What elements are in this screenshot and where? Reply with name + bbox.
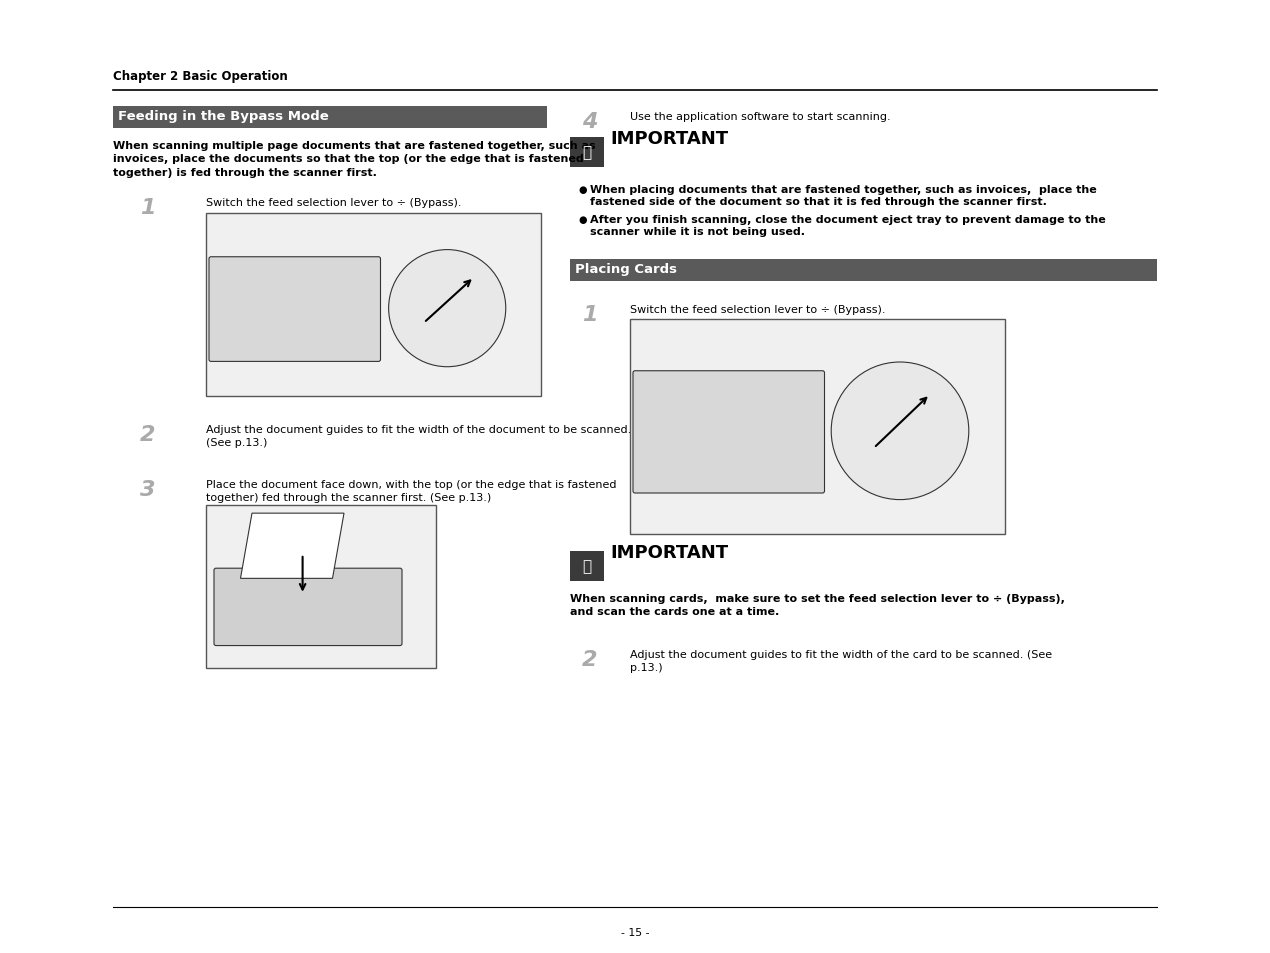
- Text: Use the application software to start scanning.: Use the application software to start sc…: [630, 112, 890, 122]
- Text: p.13.): p.13.): [630, 662, 663, 672]
- Bar: [113, 107, 547, 129]
- Text: 1: 1: [140, 198, 156, 218]
- Text: and scan the cards one at a time.: and scan the cards one at a time.: [570, 606, 780, 617]
- Text: scanner while it is not being used.: scanner while it is not being used.: [591, 227, 805, 236]
- Polygon shape: [240, 514, 344, 578]
- FancyBboxPatch shape: [210, 257, 381, 362]
- Text: When placing documents that are fastened together, such as invoices,  place the: When placing documents that are fastened…: [591, 185, 1097, 194]
- Circle shape: [389, 251, 505, 367]
- Text: Chapter 2 Basic Operation: Chapter 2 Basic Operation: [113, 70, 288, 83]
- Text: IMPORTANT: IMPORTANT: [610, 130, 728, 148]
- Circle shape: [831, 363, 969, 500]
- Text: fastened side of the document so that it is fed through the scanner first.: fastened side of the document so that it…: [591, 196, 1046, 207]
- Bar: [630, 319, 1005, 535]
- Bar: [570, 260, 1157, 282]
- Text: Switch the feed selection lever to ÷ (Bypass).: Switch the feed selection lever to ÷ (By…: [630, 305, 885, 314]
- Text: invoices, place the documents so that the top (or the edge that is fastened: invoices, place the documents so that th…: [113, 154, 584, 164]
- Text: ✊: ✊: [583, 558, 592, 574]
- Text: Adjust the document guides to fit the width of the document to be scanned.: Adjust the document guides to fit the wi…: [206, 424, 631, 435]
- Bar: [570, 138, 605, 168]
- Text: together) fed through the scanner first. (See p.13.): together) fed through the scanner first.…: [206, 493, 491, 502]
- FancyBboxPatch shape: [215, 569, 403, 646]
- Text: Switch the feed selection lever to ÷ (Bypass).: Switch the feed selection lever to ÷ (By…: [206, 198, 461, 208]
- Text: ●: ●: [578, 214, 587, 225]
- Text: together) is fed through the scanner first.: together) is fed through the scanner fir…: [113, 168, 377, 178]
- Text: Adjust the document guides to fit the width of the card to be scanned. (See: Adjust the document guides to fit the wi…: [630, 649, 1052, 659]
- Text: (See p.13.): (See p.13.): [206, 437, 268, 448]
- Text: 1: 1: [582, 305, 598, 325]
- Text: 4: 4: [582, 112, 598, 132]
- Text: After you finish scanning, close the document eject tray to prevent damage to th: After you finish scanning, close the doc…: [591, 214, 1106, 225]
- Text: Place the document face down, with the top (or the edge that is fastened: Place the document face down, with the t…: [206, 479, 616, 490]
- Text: - 15 -: - 15 -: [621, 927, 649, 937]
- Text: ✊: ✊: [583, 146, 592, 160]
- Bar: [206, 505, 436, 668]
- Text: 2: 2: [140, 424, 156, 444]
- Text: When scanning multiple page documents that are fastened together, such as: When scanning multiple page documents th…: [113, 141, 596, 151]
- Text: ●: ●: [578, 185, 587, 194]
- FancyBboxPatch shape: [632, 372, 824, 494]
- Bar: [206, 213, 541, 396]
- Text: 2: 2: [582, 649, 598, 669]
- Text: Feeding in the Bypass Mode: Feeding in the Bypass Mode: [118, 110, 329, 123]
- Text: IMPORTANT: IMPORTANT: [610, 543, 728, 561]
- Bar: [570, 552, 605, 581]
- Text: When scanning cards,  make sure to set the feed selection lever to ÷ (Bypass),: When scanning cards, make sure to set th…: [570, 594, 1064, 603]
- Text: Placing Cards: Placing Cards: [575, 263, 677, 275]
- Text: 3: 3: [140, 479, 156, 499]
